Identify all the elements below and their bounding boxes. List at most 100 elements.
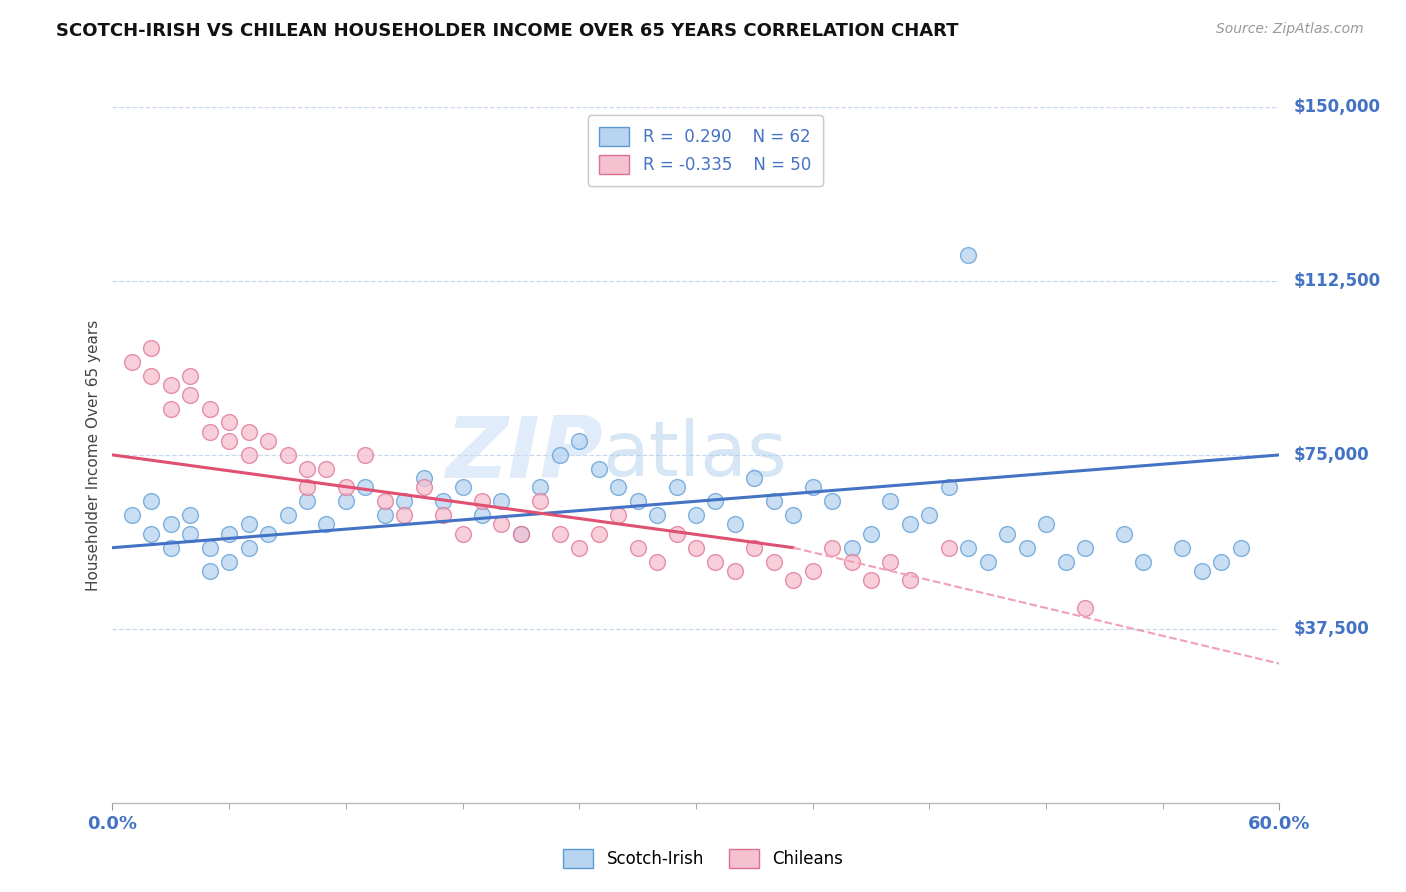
Point <box>374 494 396 508</box>
Point <box>588 462 610 476</box>
Text: $112,500: $112,500 <box>1294 272 1381 290</box>
Point <box>762 494 785 508</box>
Point <box>938 480 960 494</box>
Point <box>160 517 183 532</box>
Point <box>879 494 901 508</box>
Point <box>218 434 240 448</box>
Point <box>179 508 201 523</box>
Text: $75,000: $75,000 <box>1294 446 1369 464</box>
Point <box>1015 541 1038 555</box>
Point <box>218 416 240 430</box>
Point <box>724 517 747 532</box>
Point <box>568 541 591 555</box>
Point <box>1074 601 1097 615</box>
Point <box>276 508 298 523</box>
Point <box>471 508 494 523</box>
Point <box>645 555 668 569</box>
Point <box>335 494 357 508</box>
Point <box>354 448 377 462</box>
Point <box>451 526 474 541</box>
Point <box>179 526 201 541</box>
Point <box>392 508 416 523</box>
Point <box>315 517 337 532</box>
Point <box>392 494 416 508</box>
Point <box>315 462 337 476</box>
Point <box>685 508 707 523</box>
Point <box>335 480 357 494</box>
Point <box>762 555 785 569</box>
Point <box>295 480 318 494</box>
Point <box>976 555 998 569</box>
Text: SCOTCH-IRISH VS CHILEAN HOUSEHOLDER INCOME OVER 65 YEARS CORRELATION CHART: SCOTCH-IRISH VS CHILEAN HOUSEHOLDER INCO… <box>56 22 959 40</box>
Point <box>782 573 804 587</box>
Point <box>742 541 765 555</box>
Point <box>276 448 298 462</box>
Point <box>238 517 260 532</box>
Point <box>1171 541 1194 555</box>
Point <box>529 480 551 494</box>
Point <box>432 508 454 523</box>
Point <box>198 401 221 416</box>
Point <box>841 555 863 569</box>
Point <box>995 526 1018 541</box>
Point <box>121 508 143 523</box>
Point <box>704 494 727 508</box>
Point <box>451 480 474 494</box>
Text: ZIP: ZIP <box>444 413 603 497</box>
Point <box>160 378 183 392</box>
Point <box>918 508 941 523</box>
Point <box>141 369 163 384</box>
Point <box>218 526 240 541</box>
Point <box>627 494 650 508</box>
Point <box>238 425 260 439</box>
Point <box>724 564 747 578</box>
Point <box>821 541 844 555</box>
Point <box>141 341 163 355</box>
Point <box>257 526 280 541</box>
Point <box>141 526 163 541</box>
Point <box>782 508 804 523</box>
Text: atlas: atlas <box>603 418 787 491</box>
Point <box>1209 555 1232 569</box>
Point <box>1112 526 1135 541</box>
Point <box>859 526 883 541</box>
Point <box>841 541 863 555</box>
Legend: Scotch-Irish, Chileans: Scotch-Irish, Chileans <box>557 842 849 875</box>
Point <box>938 541 960 555</box>
Point <box>548 526 571 541</box>
Point <box>295 462 318 476</box>
Point <box>665 526 688 541</box>
Point <box>821 494 844 508</box>
Point <box>198 564 221 578</box>
Text: $37,500: $37,500 <box>1294 620 1369 638</box>
Point <box>957 248 980 262</box>
Point <box>354 480 377 494</box>
Point <box>898 517 921 532</box>
Point <box>704 555 727 569</box>
Point <box>529 494 551 508</box>
Point <box>957 541 980 555</box>
Point <box>685 541 707 555</box>
Point <box>1074 541 1097 555</box>
Point <box>238 448 260 462</box>
Point <box>1035 517 1057 532</box>
Point <box>1229 541 1251 555</box>
Point <box>801 480 824 494</box>
Point <box>1054 555 1077 569</box>
Point <box>160 541 183 555</box>
Y-axis label: Householder Income Over 65 years: Householder Income Over 65 years <box>86 319 101 591</box>
Point <box>257 434 280 448</box>
Point <box>374 508 396 523</box>
Point <box>491 517 513 532</box>
Point <box>607 508 630 523</box>
Point <box>160 401 183 416</box>
Point <box>627 541 650 555</box>
Point <box>607 480 630 494</box>
Legend: R =  0.290    N = 62, R = -0.335    N = 50: R = 0.290 N = 62, R = -0.335 N = 50 <box>588 115 823 186</box>
Point <box>879 555 901 569</box>
Point <box>568 434 591 448</box>
Point <box>218 555 240 569</box>
Point <box>645 508 668 523</box>
Point <box>509 526 531 541</box>
Point <box>141 494 163 508</box>
